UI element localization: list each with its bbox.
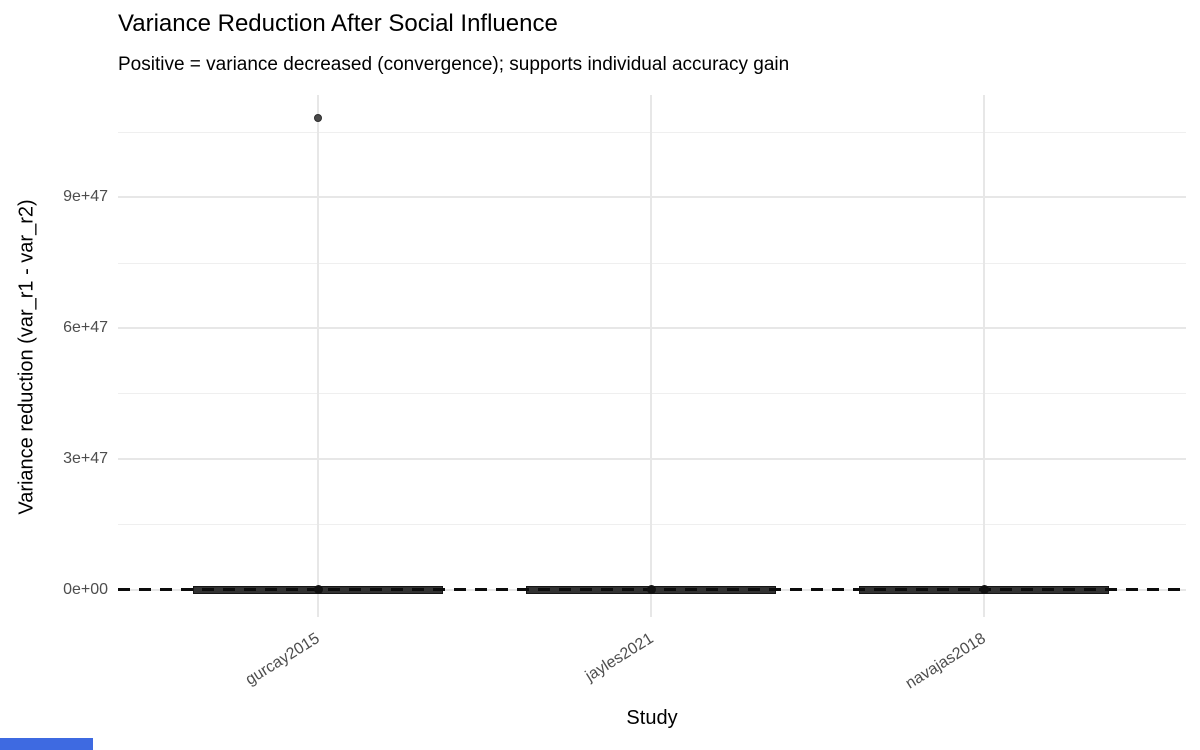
x-tick-label: gurcay2015 [243, 630, 324, 689]
y-tick-label: 3e+47 [63, 450, 108, 467]
gridline-major-h [118, 458, 1186, 460]
bottom-left-accent-bar [0, 738, 93, 750]
gridline-vertical [650, 95, 652, 617]
gridline-vertical [983, 95, 985, 617]
y-tick-label: 6e+47 [63, 319, 108, 336]
gridline-major-h [118, 196, 1186, 198]
y-axis-title: Variance reduction (var_r1 - var_r2) [15, 199, 38, 515]
outlier-point [314, 114, 322, 122]
gridline-vertical [317, 95, 319, 617]
gridline-minor-h [118, 393, 1186, 394]
gridline-minor-h [118, 132, 1186, 133]
x-tick-label: jayles2021 [582, 630, 657, 685]
gridline-minor-h [118, 263, 1186, 264]
median-dot-jayles2021 [647, 585, 656, 594]
gridline-major-h [118, 327, 1186, 329]
y-tick-label: 0e+00 [63, 581, 108, 598]
chart-subtitle: Positive = variance decreased (convergen… [118, 54, 790, 75]
y-tick-label: 9e+47 [63, 188, 108, 205]
median-dot-gurcay2015 [314, 585, 323, 594]
x-axis-title: Study [626, 707, 678, 729]
chart-title: Variance Reduction After Social Influenc… [118, 10, 558, 37]
x-tick-label: navajas2018 [903, 630, 990, 693]
gridline-minor-h [118, 524, 1186, 525]
plot-panel [118, 95, 1186, 617]
median-dot-navajas2018 [980, 585, 989, 594]
